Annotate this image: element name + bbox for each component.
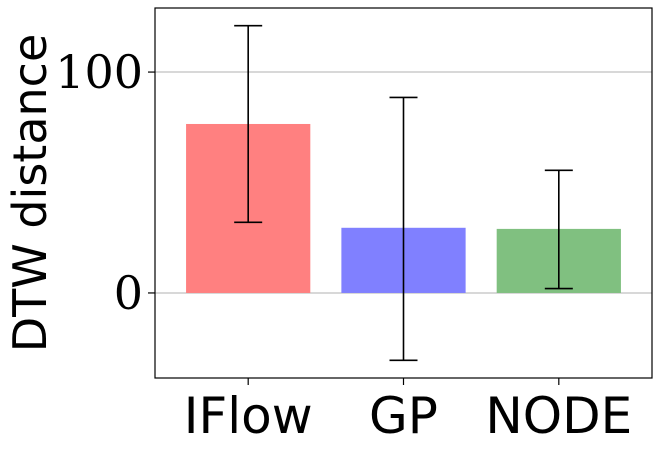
x-axis-ticks: IFlow GP NODE — [184, 378, 632, 445]
y-tick-label: 100 — [55, 45, 143, 99]
y-tick-label: 0 — [114, 266, 143, 320]
x-tick-label: GP — [369, 387, 438, 445]
error-bars — [234, 24, 573, 362]
y-axis-ticks: 0 100 — [55, 45, 155, 320]
x-tick-label: NODE — [485, 387, 632, 445]
x-tick-label: IFlow — [184, 387, 313, 445]
y-axis-label: DTW distance — [3, 34, 57, 353]
